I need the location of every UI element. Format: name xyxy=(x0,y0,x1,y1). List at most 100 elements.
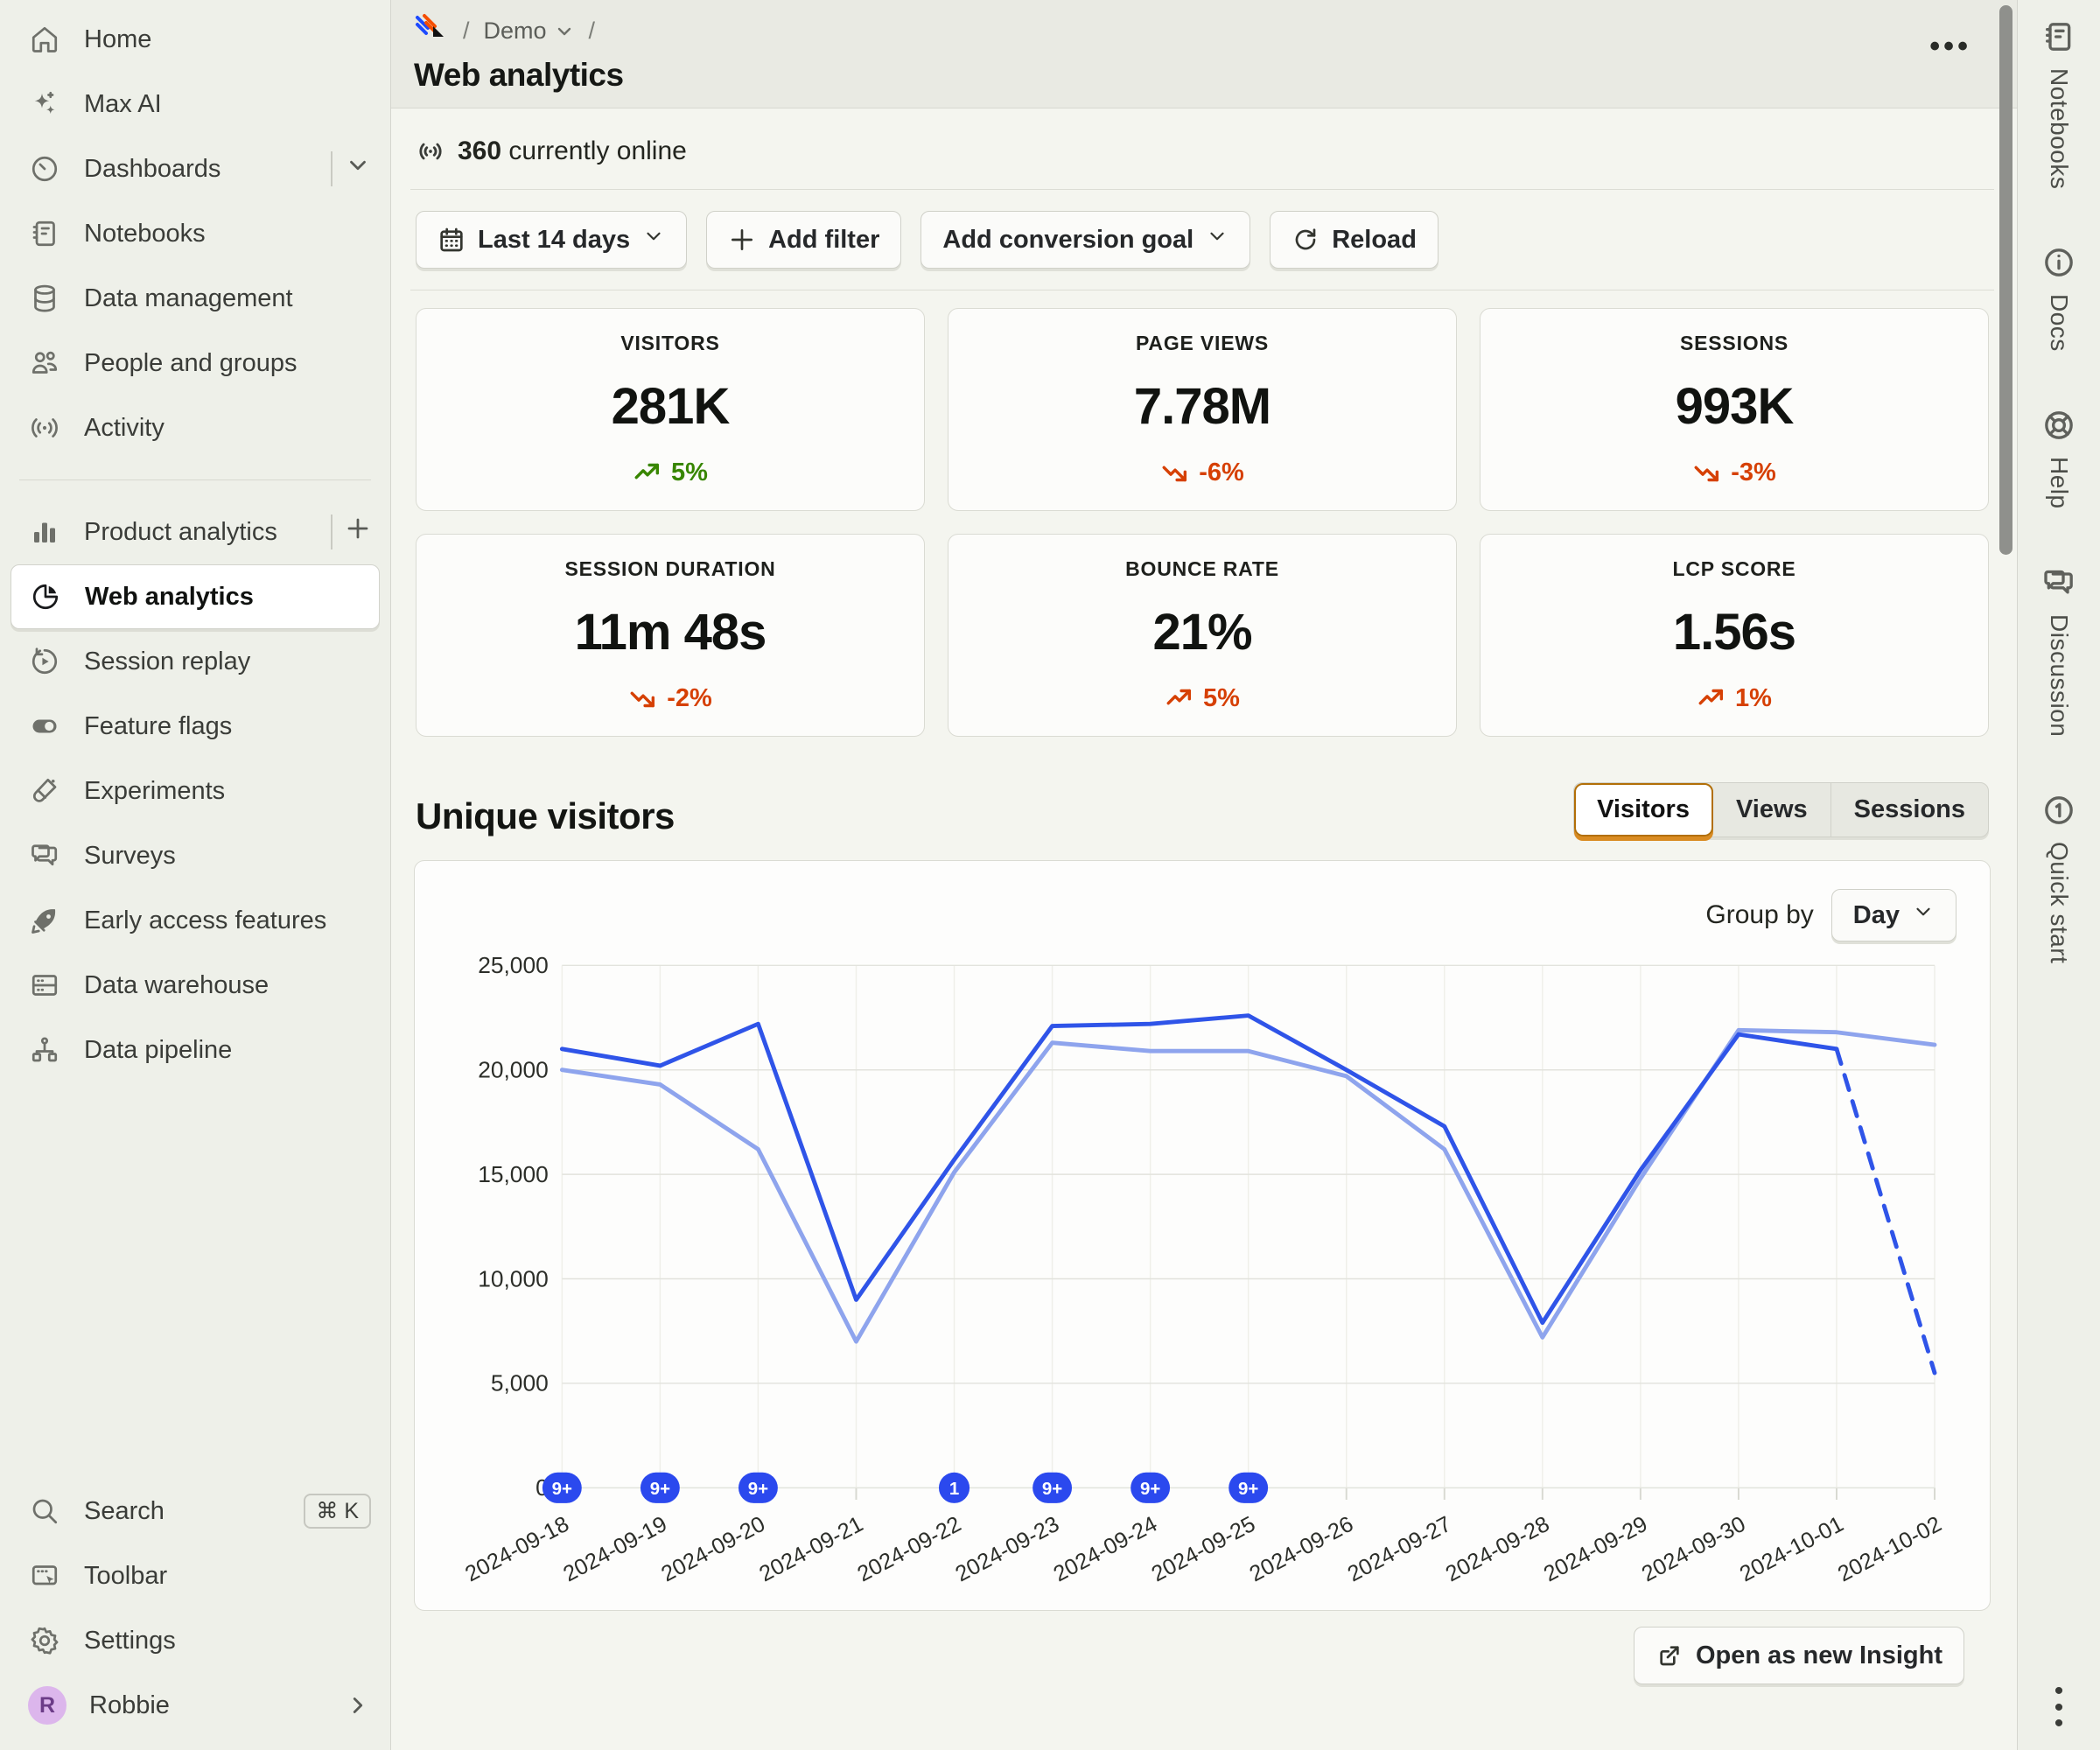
sidebar-item-toolbar[interactable]: Toolbar xyxy=(10,1544,380,1608)
svg-text:2024-09-22: 2024-09-22 xyxy=(853,1512,965,1587)
sidebar-item-home[interactable]: Home xyxy=(10,7,380,72)
sidebar-item-settings[interactable]: Settings xyxy=(10,1608,380,1673)
tab-views[interactable]: Views xyxy=(1713,783,1831,836)
bar-chart-icon xyxy=(28,515,61,549)
sidebar-item-early-access[interactable]: Early access features xyxy=(10,888,380,953)
rail-item-notebooks[interactable]: Notebooks xyxy=(2041,19,2076,189)
metric-card-sessions[interactable]: SESSIONS 993K -3% xyxy=(1480,308,1989,511)
page-title: Web analytics xyxy=(414,57,624,93)
svg-text:20,000: 20,000 xyxy=(478,1057,549,1083)
broadcast-icon xyxy=(28,411,61,444)
database-icon xyxy=(28,282,61,315)
sidebar-item-label: Toolbar xyxy=(84,1561,168,1590)
sidebar-item-user[interactable]: R Robbie xyxy=(10,1673,380,1738)
breadcrumb-project[interactable]: Demo xyxy=(484,18,575,45)
pie-chart-icon xyxy=(29,580,62,613)
posthog-logo[interactable] xyxy=(414,12,449,50)
metric-trend: -6% xyxy=(1160,458,1244,487)
search-shortcut: ⌘ K xyxy=(304,1494,371,1529)
sidebar-item-data-warehouse[interactable]: Data warehouse xyxy=(10,953,380,1018)
sidebar-item-data-pipeline[interactable]: Data pipeline xyxy=(10,1018,380,1082)
sidebar-item-product-analytics[interactable]: Product analytics xyxy=(10,500,380,564)
svg-text:2024-09-18: 2024-09-18 xyxy=(461,1512,573,1587)
currently-online: 360 currently online xyxy=(414,131,1991,189)
group-by-select[interactable]: Day xyxy=(1830,889,1956,942)
svg-text:2024-10-02: 2024-10-02 xyxy=(1834,1512,1946,1587)
open-as-new-insight-button[interactable]: Open as new Insight xyxy=(1634,1627,1964,1685)
sparkles-icon xyxy=(28,88,61,121)
metric-value: 993K xyxy=(1675,378,1795,435)
group-by-row: Group by Day xyxy=(434,877,1970,942)
sidebar-item-search[interactable]: Search ⌘ K xyxy=(10,1479,380,1544)
svg-text:2024-09-24: 2024-09-24 xyxy=(1050,1512,1162,1587)
avatar: R xyxy=(28,1686,66,1725)
chat-icon xyxy=(28,839,61,872)
rail-item-label: Docs xyxy=(2046,294,2073,353)
sidebar-item-label: Data warehouse xyxy=(84,970,270,999)
search-icon xyxy=(28,1494,61,1528)
tab-sessions[interactable]: Sessions xyxy=(1831,783,1988,836)
metric-label: LCP SCORE xyxy=(1672,557,1796,580)
metric-card-lcp-score[interactable]: LCP SCORE 1.56s 1% xyxy=(1480,534,1989,737)
sidebar-item-label: Settings xyxy=(84,1626,176,1655)
more-menu-button[interactable]: ••• xyxy=(1929,30,1971,63)
add-conversion-goal-button[interactable]: Add conversion goal xyxy=(920,211,1251,269)
metric-card-visitors[interactable]: VISITORS 281K 5% xyxy=(416,308,925,511)
rail-item-label: Discussion xyxy=(2046,613,2073,738)
live-icon xyxy=(419,143,442,160)
tab-visitors[interactable]: Visitors xyxy=(1574,783,1713,836)
sidebar-item-dashboards[interactable]: Dashboards xyxy=(10,136,380,201)
gear-icon xyxy=(28,1624,61,1657)
replay-icon xyxy=(28,645,61,678)
notebook-icon xyxy=(2046,23,2071,51)
group-by-label: Group by xyxy=(1705,900,1814,929)
sidebar-item-feature-flags[interactable]: Feature flags xyxy=(10,694,380,759)
metric-value: 11m 48s xyxy=(574,604,767,661)
metric-card-session-duration[interactable]: SESSION DURATION 11m 48s -2% xyxy=(416,534,925,737)
vertical-scrollbar[interactable] xyxy=(1999,5,2012,555)
breadcrumb-separator: / xyxy=(463,18,470,44)
metric-label: SESSION DURATION xyxy=(564,557,776,580)
metric-trend: 1% xyxy=(1697,683,1772,713)
rail-item-discussion[interactable]: Discussion xyxy=(2041,565,2076,737)
breadcrumb: / Demo / xyxy=(414,12,1956,50)
metric-trend: 5% xyxy=(1165,683,1240,713)
svg-text:2024-09-25: 2024-09-25 xyxy=(1148,1512,1260,1587)
rail-item-help[interactable]: Help xyxy=(2041,408,2076,509)
line-chart[interactable]: 2024-09-182024-09-192024-09-202024-09-21… xyxy=(434,942,1970,1603)
reload-icon xyxy=(1295,228,1316,250)
chevron-down-icon[interactable] xyxy=(345,152,371,186)
sidebar-item-session-replay[interactable]: Session replay xyxy=(10,629,380,694)
sidebar-item-activity[interactable]: Activity xyxy=(10,396,380,460)
rail-item-label: Notebooks xyxy=(2046,68,2073,190)
sidebar-item-label: Search xyxy=(84,1496,164,1525)
metric-card-page-views[interactable]: PAGE VIEWS 7.78M -6% xyxy=(948,308,1457,511)
sidebar-item-label: Home xyxy=(84,24,152,53)
rail-item-quick-start[interactable]: Quick start xyxy=(2041,793,2076,963)
gauge-icon xyxy=(28,152,61,186)
metric-card-bounce-rate[interactable]: BOUNCE RATE 21% 5% xyxy=(948,534,1457,737)
reload-button[interactable]: Reload xyxy=(1270,211,1438,269)
svg-text:9+: 9+ xyxy=(650,1479,670,1499)
sidebar-item-surveys[interactable]: Surveys xyxy=(10,823,380,888)
server-icon xyxy=(28,969,61,1002)
rail-more-button[interactable]: • • • xyxy=(2054,1676,2064,1739)
divider xyxy=(331,151,332,186)
date-range-button[interactable]: Last 14 days xyxy=(416,211,688,269)
metric-tab-group: Visitors Views Sessions xyxy=(1573,782,1989,837)
sidebar-item-max-ai[interactable]: Max AI xyxy=(10,72,380,136)
sidebar-item-people[interactable]: People and groups xyxy=(10,331,380,396)
sidebar-item-label: Surveys xyxy=(84,841,176,870)
trending-down-icon xyxy=(1694,466,1719,482)
sidebar-item-notebooks[interactable]: Notebooks xyxy=(10,201,380,266)
sidebar-item-data-management[interactable]: Data management xyxy=(10,266,380,331)
calendar-icon xyxy=(440,228,463,252)
rail-item-docs[interactable]: Docs xyxy=(2041,245,2076,352)
svg-text:9+: 9+ xyxy=(1042,1479,1062,1499)
plus-icon[interactable] xyxy=(345,515,371,549)
sidebar-item-web-analytics[interactable]: Web analytics xyxy=(10,564,380,629)
sidebar-item-label: Dashboards xyxy=(84,154,221,183)
add-filter-button[interactable]: Add filter xyxy=(706,211,902,269)
sidebar-item-experiments[interactable]: Experiments xyxy=(10,759,380,823)
sidebar-item-label: Product analytics xyxy=(84,517,277,546)
